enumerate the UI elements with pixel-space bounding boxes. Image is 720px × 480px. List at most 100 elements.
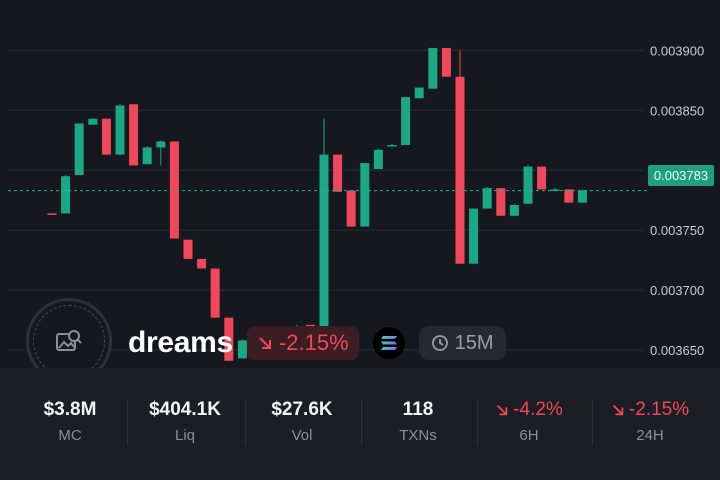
stat-6h-value: -4.2% (513, 399, 563, 420)
stat-mc: $3.8M MC (18, 398, 122, 448)
divider (477, 400, 478, 446)
candle (482, 186, 492, 209)
candle (115, 104, 125, 155)
candle-body (414, 87, 424, 99)
arrow-down-right-icon (497, 405, 508, 416)
interval-label: 15M (454, 331, 494, 354)
interval-selector[interactable]: 15M (418, 326, 506, 360)
candle (441, 47, 451, 77)
candle-body (142, 147, 152, 165)
candle-body (183, 239, 193, 259)
stat-label: Vol (291, 427, 313, 444)
stat-label: TXNs (399, 427, 437, 444)
candle-body (101, 118, 111, 155)
candle-body (88, 118, 98, 125)
arrow-down-right-icon (259, 337, 271, 349)
candle-body (455, 76, 465, 264)
clock-icon (431, 335, 448, 351)
image-search-icon (56, 330, 82, 351)
candle-body (346, 190, 356, 227)
candle (210, 268, 220, 318)
candle (319, 118, 329, 330)
avatar-placeholder (33, 305, 105, 377)
candle-body (428, 47, 438, 89)
candles (47, 47, 587, 361)
candle-body (74, 123, 84, 176)
candle-body (47, 213, 57, 215)
stat-label: MC (58, 427, 82, 444)
stat-liq: $404.1K Liq (133, 398, 237, 448)
candle (101, 118, 111, 155)
candle-body (482, 188, 492, 209)
candle (401, 97, 411, 146)
price-tick-label: 0.003700 (650, 283, 704, 298)
candle (346, 190, 356, 227)
arrow-down-right-icon (612, 405, 624, 416)
stat-txns: 118 TXNs (366, 398, 470, 448)
price-change-badge: -2.15% (246, 326, 359, 360)
stat-vol: $27.6K Vol (250, 398, 354, 448)
stat-value: -4.2% (477, 398, 581, 422)
candle (169, 141, 179, 239)
price-axis: 0.0039000.0038500.0038000.0037500.003700… (650, 43, 704, 358)
candle (142, 146, 152, 165)
candle (414, 87, 424, 99)
candle-body (224, 317, 234, 361)
divider (361, 400, 362, 446)
price-tick-label: 0.003850 (650, 103, 704, 118)
candle-body (115, 105, 125, 155)
candle-body (401, 97, 411, 146)
candle-body (197, 258, 207, 269)
stat-24h-value: -2.15% (628, 399, 690, 420)
candle (197, 258, 207, 269)
candle (564, 189, 574, 203)
candle-body (210, 268, 220, 318)
candle-body (237, 340, 247, 359)
candle (469, 208, 479, 264)
stat-24h: -2.15% 24H (594, 398, 706, 448)
candle (523, 165, 533, 204)
candle-body (564, 189, 574, 203)
candle (373, 148, 383, 170)
candle-body (496, 188, 506, 216)
candle (156, 140, 166, 166)
candle (47, 213, 57, 215)
candle-body (537, 166, 547, 190)
candle (129, 104, 139, 166)
current-price-tag: 0.003783 (648, 165, 714, 186)
candle-body (373, 149, 383, 170)
candle-body (469, 208, 479, 264)
stat-label: Liq (174, 427, 196, 444)
candle (360, 163, 370, 227)
solana-icon (372, 327, 405, 359)
candle-body (61, 176, 71, 214)
candle-body (509, 204, 519, 216)
candle-body (523, 166, 533, 204)
candle-body (169, 141, 179, 239)
candle-body (333, 154, 343, 192)
price-chart[interactable]: 0.0039000.0038500.0038000.0037500.003700… (0, 0, 720, 368)
price-tick-label: 0.003650 (650, 343, 704, 358)
stats-bar: $3.8M MC $404.1K Liq $27.6K Vol 118 TXNs… (0, 368, 720, 480)
candle-body (129, 104, 139, 166)
price-change-value: -2.15% (278, 330, 349, 355)
candle (183, 239, 193, 259)
price-tick-label: 0.003750 (650, 223, 704, 238)
stat-value: $404.1K (149, 399, 221, 420)
candle-body (360, 163, 370, 227)
stat-value: -2.15% (594, 398, 706, 422)
token-name: dreams (128, 326, 233, 359)
stat-value: $3.8M (43, 399, 97, 420)
candle (577, 189, 587, 203)
candle-body (441, 47, 451, 77)
stat-label: 24H (636, 427, 664, 444)
candle (333, 154, 343, 192)
candle (509, 203, 519, 216)
divider (127, 400, 128, 446)
candle (455, 50, 465, 264)
stat-6h: -4.2% 6H (477, 398, 581, 448)
price-tick-label: 0.003900 (650, 43, 704, 58)
candle (428, 47, 438, 89)
candle-body (156, 141, 166, 148)
candle-body (387, 145, 397, 147)
